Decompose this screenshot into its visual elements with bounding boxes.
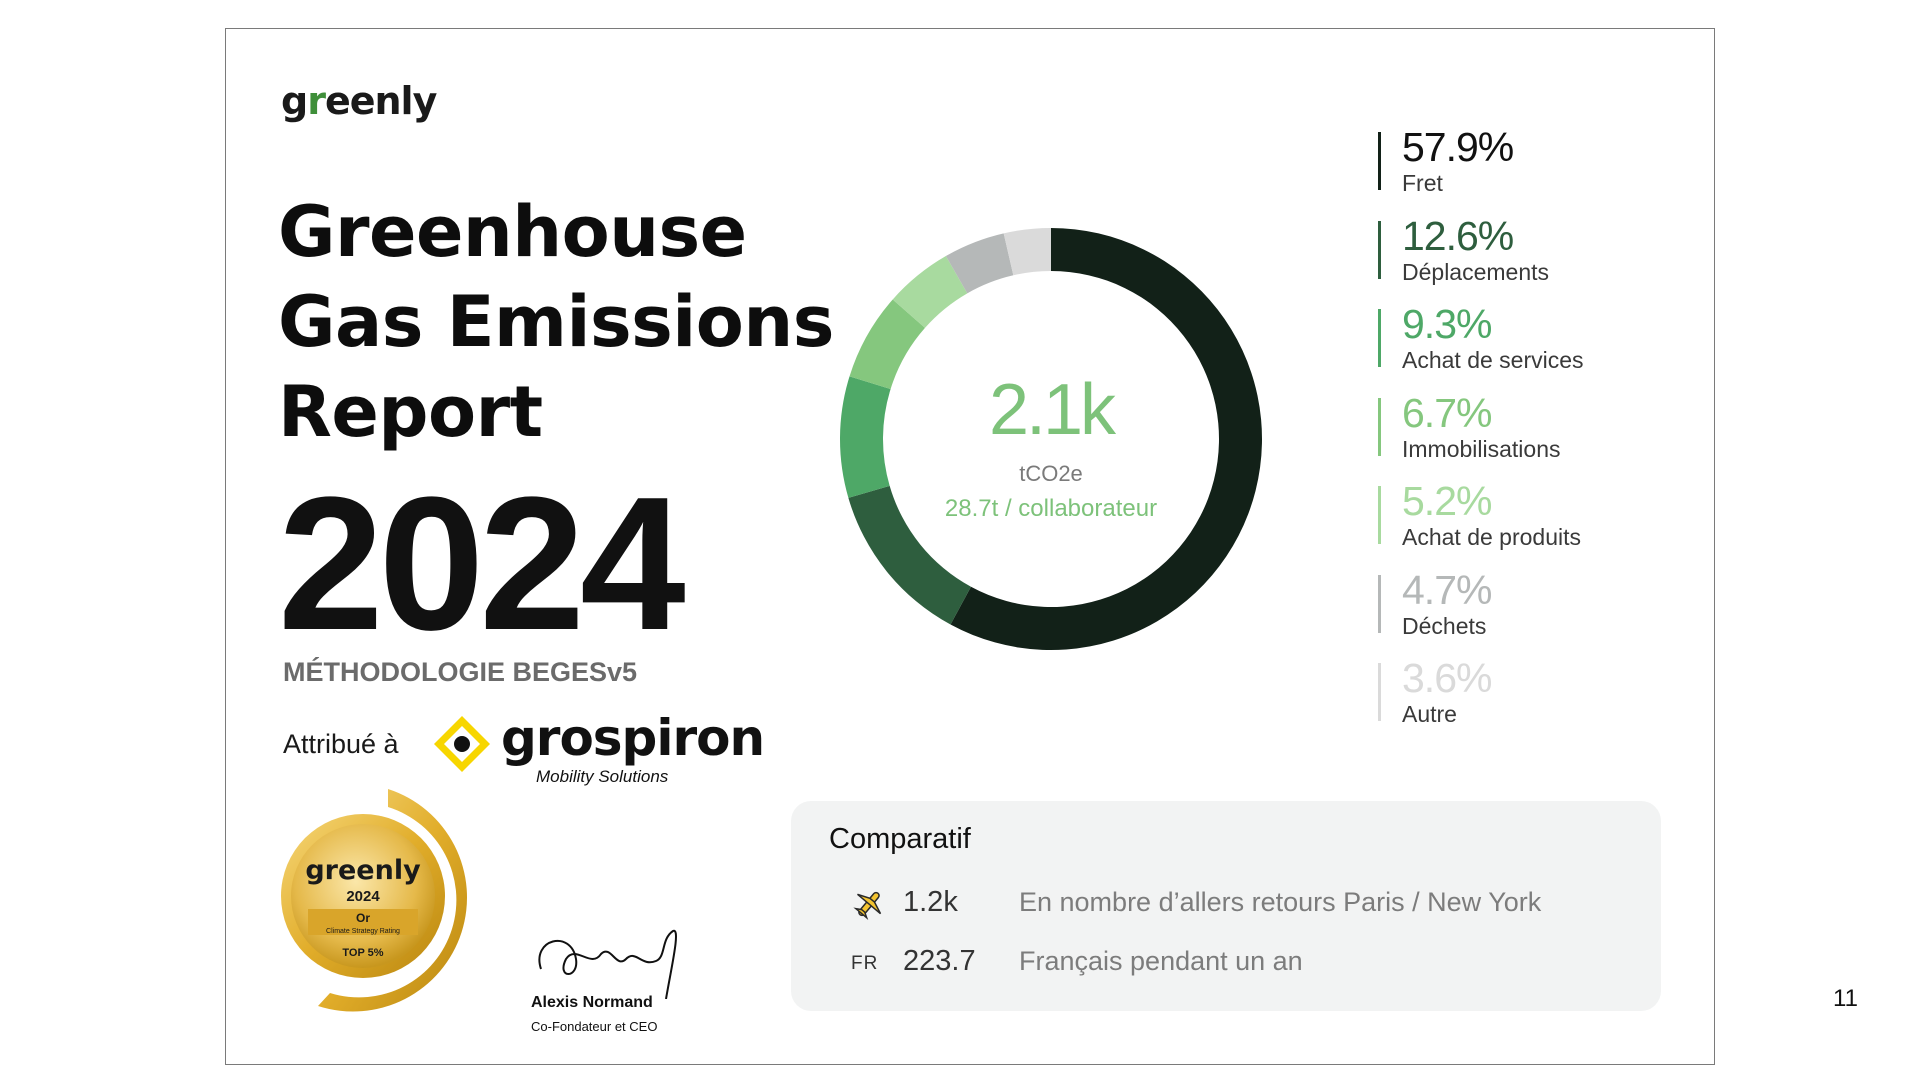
donut-slice-fret (950, 228, 1262, 650)
signature-role: Co-Fondateur et CEO (531, 1019, 658, 1034)
legend-swatch (1378, 574, 1381, 633)
comparison-description: En nombre d’allers retours Paris / New Y… (1019, 887, 1542, 917)
france-code-label: FR (851, 953, 879, 974)
legend-percentage: 12.6% (1402, 212, 1514, 259)
legend-item: 5.2% Achat de produits (1378, 478, 1678, 567)
legend-swatch (1378, 486, 1381, 544)
legend-label: Déplacements (1402, 258, 1550, 285)
methodology-label: MÉTHODOLOGIE BEGESv5 (283, 657, 638, 687)
legend-item: 4.7% Déchets (1378, 567, 1678, 656)
legend-item: 12.6% Déplacements (1378, 213, 1678, 302)
donut-slice-achat-de-services (840, 376, 891, 498)
medal-rank: TOP 5% (342, 947, 383, 959)
legend-percentage: 4.7% (1402, 566, 1492, 613)
page-number: 11 (1833, 985, 1858, 1012)
title-line-3: Report (278, 371, 543, 453)
legend-swatch (1378, 132, 1381, 190)
emissions-per-employee: 28.7t / collaborateur (944, 495, 1158, 522)
comparison-panel: Comparatif 1.2k En nombre d’allers retou… (791, 801, 1661, 1011)
greenly-logo: greenly (281, 79, 437, 123)
legend-percentage: 57.9% (1402, 124, 1514, 170)
comparison-value: 1.2k (903, 886, 958, 918)
title-line-1: Greenhouse (278, 191, 747, 273)
donut-slice-immobilisations (849, 299, 925, 390)
legend-label: Achat de produits (1402, 524, 1582, 550)
legend-swatch (1378, 309, 1381, 367)
legend-label: Immobilisations (1402, 435, 1561, 462)
handwritten-signature (538, 929, 677, 999)
attributed-label: Attribué à (283, 729, 399, 759)
comparison-row: 1.2k En nombre d’allers retours Paris / … (851, 884, 1631, 924)
emissions-donut-chart (840, 228, 1262, 650)
legend-percentage: 5.2% (1402, 478, 1492, 524)
climate-rating-medal: greenly 2024 Or Climate Strategy Rating … (281, 789, 468, 1012)
signature-name: Alexis Normand (531, 994, 653, 1011)
medal-level: Or (356, 911, 370, 925)
comparison-value: 223.7 (903, 945, 976, 977)
grospiron-logo: grospiron Mobility Solutions (431, 699, 765, 799)
ceo-signature: Alexis Normand Co-Fondateur et CEO (531, 899, 691, 1034)
legend-label: Fret (1402, 170, 1443, 196)
legend-item: 3.6% Autre (1378, 655, 1678, 744)
grospiron-tagline: Mobility Solutions (536, 767, 669, 786)
legend-percentage: 6.7% (1402, 389, 1492, 436)
report-year: 2024 (278, 458, 686, 670)
legend-item: 57.9% Fret (1378, 124, 1678, 213)
title-line-2: Gas Emissions (278, 281, 834, 363)
airplane-icon (853, 891, 882, 920)
medal-year: 2024 (346, 888, 380, 905)
total-emissions-value: 2.1k (988, 370, 1116, 450)
grospiron-wordmark: grospiron (501, 709, 765, 767)
medal-brand: greenly (305, 855, 421, 886)
legend-item: 6.7% Immobilisations (1378, 390, 1678, 479)
legend-percentage: 3.6% (1402, 655, 1492, 701)
legend-label: Déchets (1402, 612, 1487, 639)
legend-label: Autre (1402, 701, 1457, 727)
grospiron-mark-icon (434, 716, 490, 772)
report-title: Greenhouse Gas Emissions Report (278, 187, 834, 457)
medal-caption: Climate Strategy Rating (326, 928, 400, 935)
legend-label: Achat de services (1402, 347, 1584, 373)
legend-swatch (1378, 397, 1381, 456)
comparison-title: Comparatif (829, 823, 971, 855)
donut-center: 2.1k tCO2e 28.7t / collaborateur (831, 219, 1271, 659)
donut-slice-autre (1003, 228, 1051, 276)
report-slide: greenly Greenhouse Gas Emissions Report … (225, 28, 1715, 1065)
donut-slice-d-placements (848, 485, 971, 625)
legend-percentage: 9.3% (1402, 301, 1492, 347)
emissions-legend: 57.9% Fret 12.6% Déplacements 9.3% Achat de s… (1378, 124, 1678, 744)
legend-swatch (1378, 663, 1381, 721)
legend-item: 9.3% Achat de services (1378, 301, 1678, 390)
donut-slice-d-chets (945, 233, 1014, 294)
donut-slice-achat-de-produits (892, 256, 968, 328)
comparison-row: FR 223.7 Français pendant un an (851, 943, 1631, 983)
total-emissions-unit: tCO2e (1019, 461, 1083, 486)
comparison-description: Français pendant un an (1019, 946, 1303, 976)
legend-swatch (1378, 220, 1381, 279)
